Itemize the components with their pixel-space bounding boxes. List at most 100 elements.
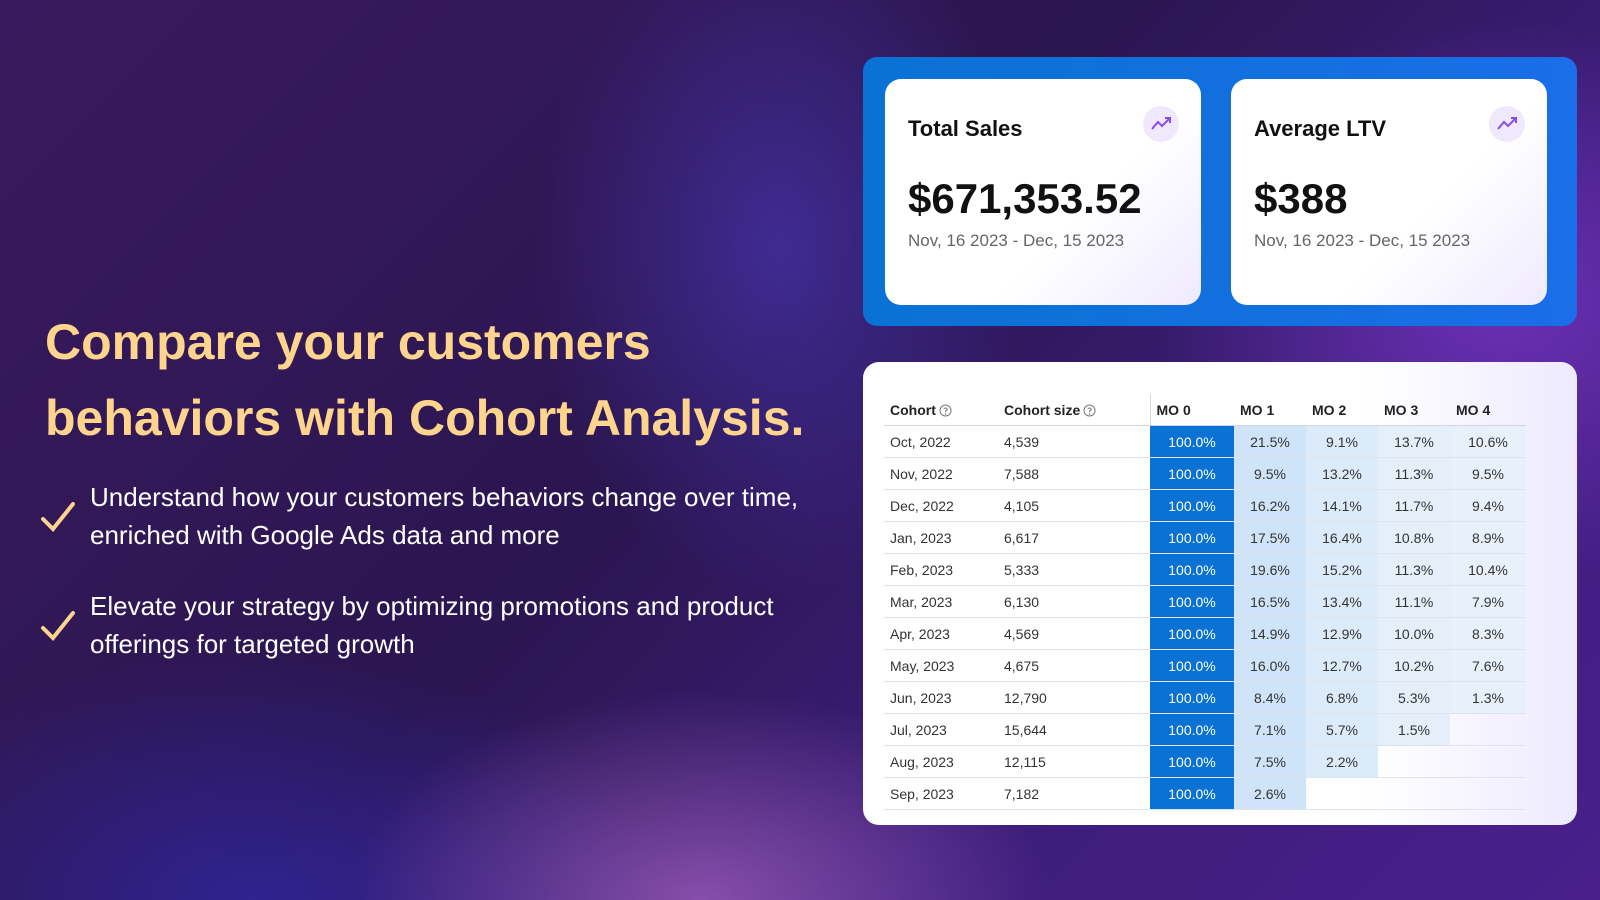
retention-cell: 16.5% [1234, 585, 1306, 618]
size-cell: 4,675 [998, 649, 1150, 682]
retention-cell: 10.4% [1450, 553, 1526, 586]
size-cell: 6,617 [998, 521, 1150, 554]
retention-cell: 1.3% [1450, 681, 1526, 714]
empty-cell [1378, 777, 1450, 810]
retention-cell: 5.7% [1306, 713, 1378, 746]
table-row: Dec, 2022 4,105 100.0% 16.2% 14.1% 11.7% 9.4% [884, 489, 1526, 522]
retention-cell: 100.0% [1150, 777, 1234, 810]
headline: Compare your customers behaviors with Co… [45, 304, 804, 456]
size-cell: 4,569 [998, 617, 1150, 650]
retention-cell: 100.0% [1150, 649, 1234, 682]
retention-cell: 7.1% [1234, 713, 1306, 746]
retention-cell: 16.0% [1234, 649, 1306, 682]
card-title: Total Sales [908, 116, 1023, 141]
cohort-table: Cohort Cohort size MO 0 MO 1 MO 2 MO 3 MO 4 Oc… [884, 394, 1526, 810]
column-header: MO 2 [1306, 394, 1378, 426]
cohort-cell: Dec, 2022 [884, 489, 998, 522]
retention-cell: 16.2% [1234, 489, 1306, 522]
headline-line: Compare your customers [45, 314, 651, 370]
cohort-cell: Mar, 2023 [884, 585, 998, 618]
header-text: Cohort size [1004, 401, 1081, 418]
retention-cell: 14.9% [1234, 617, 1306, 650]
card-period: Nov, 16 2023 - Dec, 15 2023 [908, 231, 1125, 250]
retention-cell: 1.5% [1378, 713, 1450, 746]
cohort-cell: Sep, 2023 [884, 777, 998, 810]
cohort-cell: Jun, 2023 [884, 681, 998, 714]
retention-cell: 100.0% [1150, 713, 1234, 746]
stat-card: Average LTV $388 Nov, 16 2023 - Dec, 15 … [1231, 79, 1547, 305]
retention-cell: 9.1% [1306, 425, 1378, 458]
check-icon [41, 502, 75, 532]
bullet: Elevate your strategy by optimizing prom… [90, 591, 774, 659]
retention-cell: 17.5% [1234, 521, 1306, 554]
card-title: Average LTV [1254, 116, 1387, 141]
retention-cell: 2.6% [1234, 777, 1306, 810]
help-icon [1083, 404, 1096, 416]
size-cell: 15,644 [998, 713, 1150, 746]
cohort-cell: Nov, 2022 [884, 457, 998, 490]
cohort-panel: Cohort Cohort size MO 0 MO 1 MO 2 MO 3 MO 4 Oc… [863, 362, 1577, 825]
table-row: Mar, 2023 6,130 100.0% 16.5% 13.4% 11.1% 7.9% [884, 585, 1526, 618]
retention-cell: 6.8% [1306, 681, 1378, 714]
column-header: MO 0 [1149, 394, 1234, 426]
cohort-cell: Jul, 2023 [884, 713, 998, 746]
retention-cell: 100.0% [1150, 585, 1234, 618]
table-row: Feb, 2023 5,333 100.0% 19.6% 15.2% 11.3% 10.4% [884, 553, 1526, 586]
retention-cell: 13.2% [1306, 457, 1378, 490]
retention-cell: 16.4% [1306, 521, 1378, 554]
empty-cell [1450, 777, 1526, 810]
card-value: $388 [1254, 175, 1348, 222]
card-value: $671,353.52 [908, 175, 1142, 222]
table-row: Apr, 2023 4,569 100.0% 14.9% 12.9% 10.0% 8.3% [884, 617, 1526, 650]
table-row: Oct, 2022 4,539 100.0% 21.5% 9.1% 13.7% 10.6% [884, 425, 1526, 458]
retention-cell: 2.2% [1306, 745, 1378, 778]
check-icon [41, 611, 75, 641]
trend-icon [1489, 106, 1525, 142]
retention-cell: 100.0% [1150, 681, 1234, 714]
table-row: Jan, 2023 6,617 100.0% 17.5% 16.4% 10.8% 8.9% [884, 521, 1526, 554]
size-cell: 12,115 [998, 745, 1150, 778]
bullet: Understand how your customers behaviors … [90, 482, 799, 550]
trend-icon [1143, 106, 1179, 142]
retention-cell: 10.0% [1378, 617, 1450, 650]
retention-cell: 12.7% [1306, 649, 1378, 682]
cohort-cell: Aug, 2023 [884, 745, 998, 778]
retention-cell: 10.6% [1450, 425, 1526, 458]
column-header: MO 4 [1450, 394, 1526, 426]
retention-cell: 100.0% [1150, 425, 1234, 458]
retention-cell: 11.3% [1378, 553, 1450, 586]
retention-cell: 11.1% [1378, 585, 1450, 618]
retention-cell: 5.3% [1378, 681, 1450, 714]
size-cell: 4,105 [998, 489, 1150, 522]
size-cell: 4,539 [998, 425, 1150, 458]
header-text: MO 0 [1156, 401, 1191, 418]
empty-cell [1450, 745, 1526, 778]
column-header: Cohort [884, 394, 998, 426]
header-text: MO 1 [1240, 401, 1275, 418]
retention-cell: 12.9% [1306, 617, 1378, 650]
retention-cell: 15.2% [1306, 553, 1378, 586]
table-row: Jun, 2023 12,790 100.0% 8.4% 6.8% 5.3% 1.3% [884, 681, 1526, 714]
table-body: Oct, 2022 4,539 100.0% 21.5% 9.1% 13.7% 10.6% N… [884, 425, 1526, 810]
table-row: Aug, 2023 12,115 100.0% 7.5% 2.2% [884, 745, 1526, 778]
retention-cell: 13.4% [1306, 585, 1378, 618]
header-text: MO 4 [1456, 401, 1491, 418]
retention-cell: 9.4% [1450, 489, 1526, 522]
retention-cell: 14.1% [1306, 489, 1378, 522]
retention-cell: 13.7% [1378, 425, 1450, 458]
retention-cell: 7.6% [1450, 649, 1526, 682]
empty-cell [1450, 713, 1526, 746]
column-header: MO 1 [1234, 394, 1306, 426]
size-cell: 7,182 [998, 777, 1150, 810]
size-cell: 6,130 [998, 585, 1150, 618]
cohort-cell: May, 2023 [884, 649, 998, 682]
empty-cell [1306, 777, 1378, 810]
cohort-cell: Apr, 2023 [884, 617, 998, 650]
size-cell: 7,588 [998, 457, 1150, 490]
table-row: Jul, 2023 15,644 100.0% 7.1% 5.7% 1.5% [884, 713, 1526, 746]
retention-cell: 7.9% [1450, 585, 1526, 618]
retention-cell: 100.0% [1150, 553, 1234, 586]
card-period: Nov, 16 2023 - Dec, 15 2023 [1254, 231, 1471, 250]
retention-cell: 9.5% [1234, 457, 1306, 490]
